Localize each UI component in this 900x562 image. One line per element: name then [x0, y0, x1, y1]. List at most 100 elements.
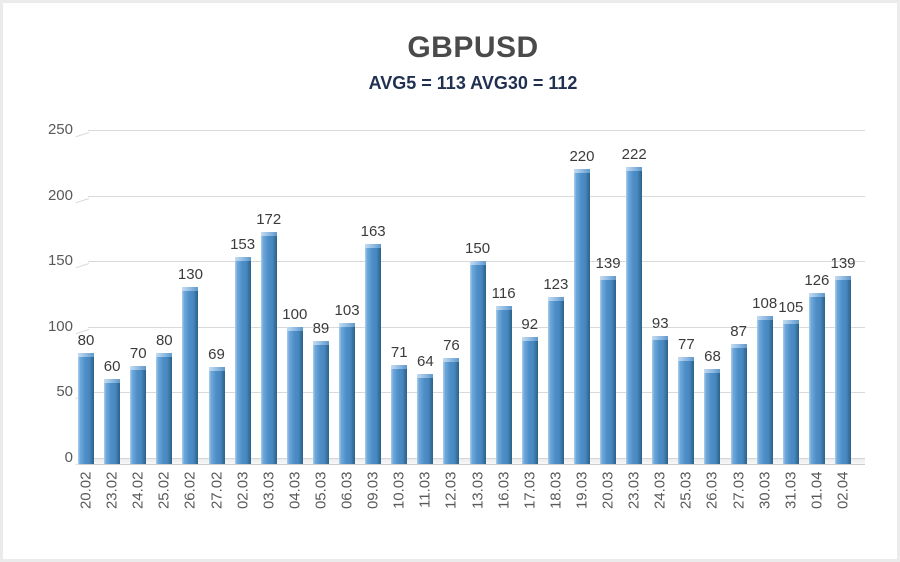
bar-31.03	[782, 320, 799, 464]
bar-11.03	[417, 374, 434, 464]
bar-value-label: 89	[312, 320, 330, 338]
bar-value-label: 139	[595, 254, 621, 272]
x-axis-label: 12.03	[442, 471, 460, 510]
bar-top-cap	[365, 244, 382, 249]
bar-value-label: 69	[208, 346, 225, 364]
bar-value-label: 163	[360, 223, 386, 241]
x-axis-label: 10.03	[390, 471, 408, 510]
bar-top-cap	[782, 320, 799, 325]
bar-value-label: 68	[704, 347, 721, 365]
bar-value-label: 123	[543, 275, 569, 293]
y-tick-label: 0	[64, 449, 73, 466]
x-axis-label: 24.02	[129, 471, 147, 510]
bar-top-cap	[234, 257, 251, 262]
bar-top-cap	[469, 261, 486, 266]
bar-top-cap	[182, 287, 199, 292]
x-axis-label: 24.03	[651, 471, 669, 510]
x-axis-label: 30.03	[756, 471, 774, 510]
bar-24.02	[130, 366, 147, 464]
bar-top-cap	[547, 296, 564, 301]
bar-top-cap	[208, 367, 225, 372]
bar-value-label: 126	[804, 271, 830, 289]
bar-value-label: 222	[621, 145, 647, 163]
bar-02.03	[234, 257, 251, 464]
x-axis-label: 23.02	[103, 471, 121, 510]
bar-27.02	[208, 367, 225, 464]
gridline-3d-stub	[75, 263, 90, 269]
bar-23.02	[104, 379, 121, 464]
bar-06.03	[339, 322, 356, 464]
x-axis-label: 23.03	[625, 471, 643, 510]
bar-value-label: 139	[830, 254, 856, 272]
bar-top-cap	[339, 322, 356, 327]
x-axis-label: 25.03	[677, 471, 695, 510]
bar-top-cap	[626, 166, 643, 171]
bar-24.03	[652, 335, 669, 464]
x-axis-label: 25.02	[155, 471, 173, 510]
bar-value-label: 172	[256, 211, 282, 229]
bar-03.03	[260, 232, 277, 464]
bar-10.03	[391, 364, 408, 464]
bar-value-label: 93	[651, 314, 669, 332]
bar-value-label: 153	[230, 236, 256, 254]
bar-12.03	[443, 358, 460, 464]
y-tick-label: 150	[47, 252, 73, 270]
bar-value-label: 108	[752, 295, 778, 313]
x-axis-label: 01.04	[808, 471, 826, 510]
x-axis-label: 19.03	[573, 471, 591, 510]
bar-value-label: 64	[417, 353, 434, 371]
bar-23.03	[626, 166, 643, 464]
bar-value-label: 70	[129, 345, 147, 363]
bar-value-label: 92	[521, 316, 539, 334]
bar-27.03	[730, 343, 747, 464]
bar-value-label: 71	[390, 343, 408, 361]
x-axis-label: 03.03	[260, 471, 278, 510]
bar-01.04	[808, 292, 825, 464]
bar-20.03	[600, 275, 617, 464]
bar-09.03	[365, 244, 382, 464]
bar-top-cap	[600, 275, 617, 280]
bar-top-cap	[104, 379, 121, 384]
chart-title: GBPUSD	[407, 31, 539, 64]
x-axis-label: 16.03	[495, 471, 513, 510]
bar-value-label: 87	[730, 322, 747, 340]
plot-area: 0 50 100 150 200 250 80 60 70 80 130 69 153 172 100 89…	[3, 3, 897, 559]
bar-top-cap	[730, 343, 747, 348]
bar-value-label: 103	[334, 301, 360, 319]
bar-top-cap	[652, 335, 669, 340]
bar-top-cap	[808, 292, 825, 297]
bar-20.02	[78, 353, 94, 464]
bar-value-label: 60	[103, 358, 121, 376]
bar-top-cap	[156, 353, 173, 358]
bar-13.03	[469, 261, 486, 464]
x-axis-label: 02.03	[234, 471, 252, 510]
y-tick-label: 100	[47, 317, 73, 335]
bar-value-label: 116	[491, 284, 516, 302]
x-axis-label: 20.03	[599, 471, 617, 510]
x-axis-label: 17.03	[521, 471, 539, 510]
bar-18.03	[547, 296, 564, 464]
bar-value-label: 76	[443, 337, 460, 355]
x-axis-label: 11.03	[416, 471, 434, 508]
bar-05.03	[312, 341, 329, 464]
bar-value-label: 80	[155, 332, 173, 350]
bar-top-cap	[704, 368, 721, 373]
bar-value-label: 130	[177, 266, 203, 284]
chart-subtitle: AVG5 = 113 AVG30 = 112	[368, 73, 578, 93]
x-axis-label: 26.02	[181, 471, 199, 510]
bar-value-label: 220	[569, 148, 595, 166]
bar-top-cap	[391, 364, 408, 369]
bar-top-cap	[78, 353, 94, 358]
bar-top-cap	[260, 232, 277, 237]
bar-04.03	[286, 326, 303, 464]
y-tick-label: 50	[56, 383, 73, 401]
bar-top-cap	[286, 326, 303, 331]
bar-value-label: 105	[778, 299, 804, 317]
y-tick-label: 250	[47, 121, 73, 138]
x-axis-label: 20.02	[77, 471, 95, 510]
gridline-3d-stub	[75, 132, 90, 138]
bar-value-label: 100	[282, 305, 308, 323]
x-axis-label: 27.02	[208, 471, 226, 510]
x-axis-label: 05.03	[312, 471, 330, 510]
